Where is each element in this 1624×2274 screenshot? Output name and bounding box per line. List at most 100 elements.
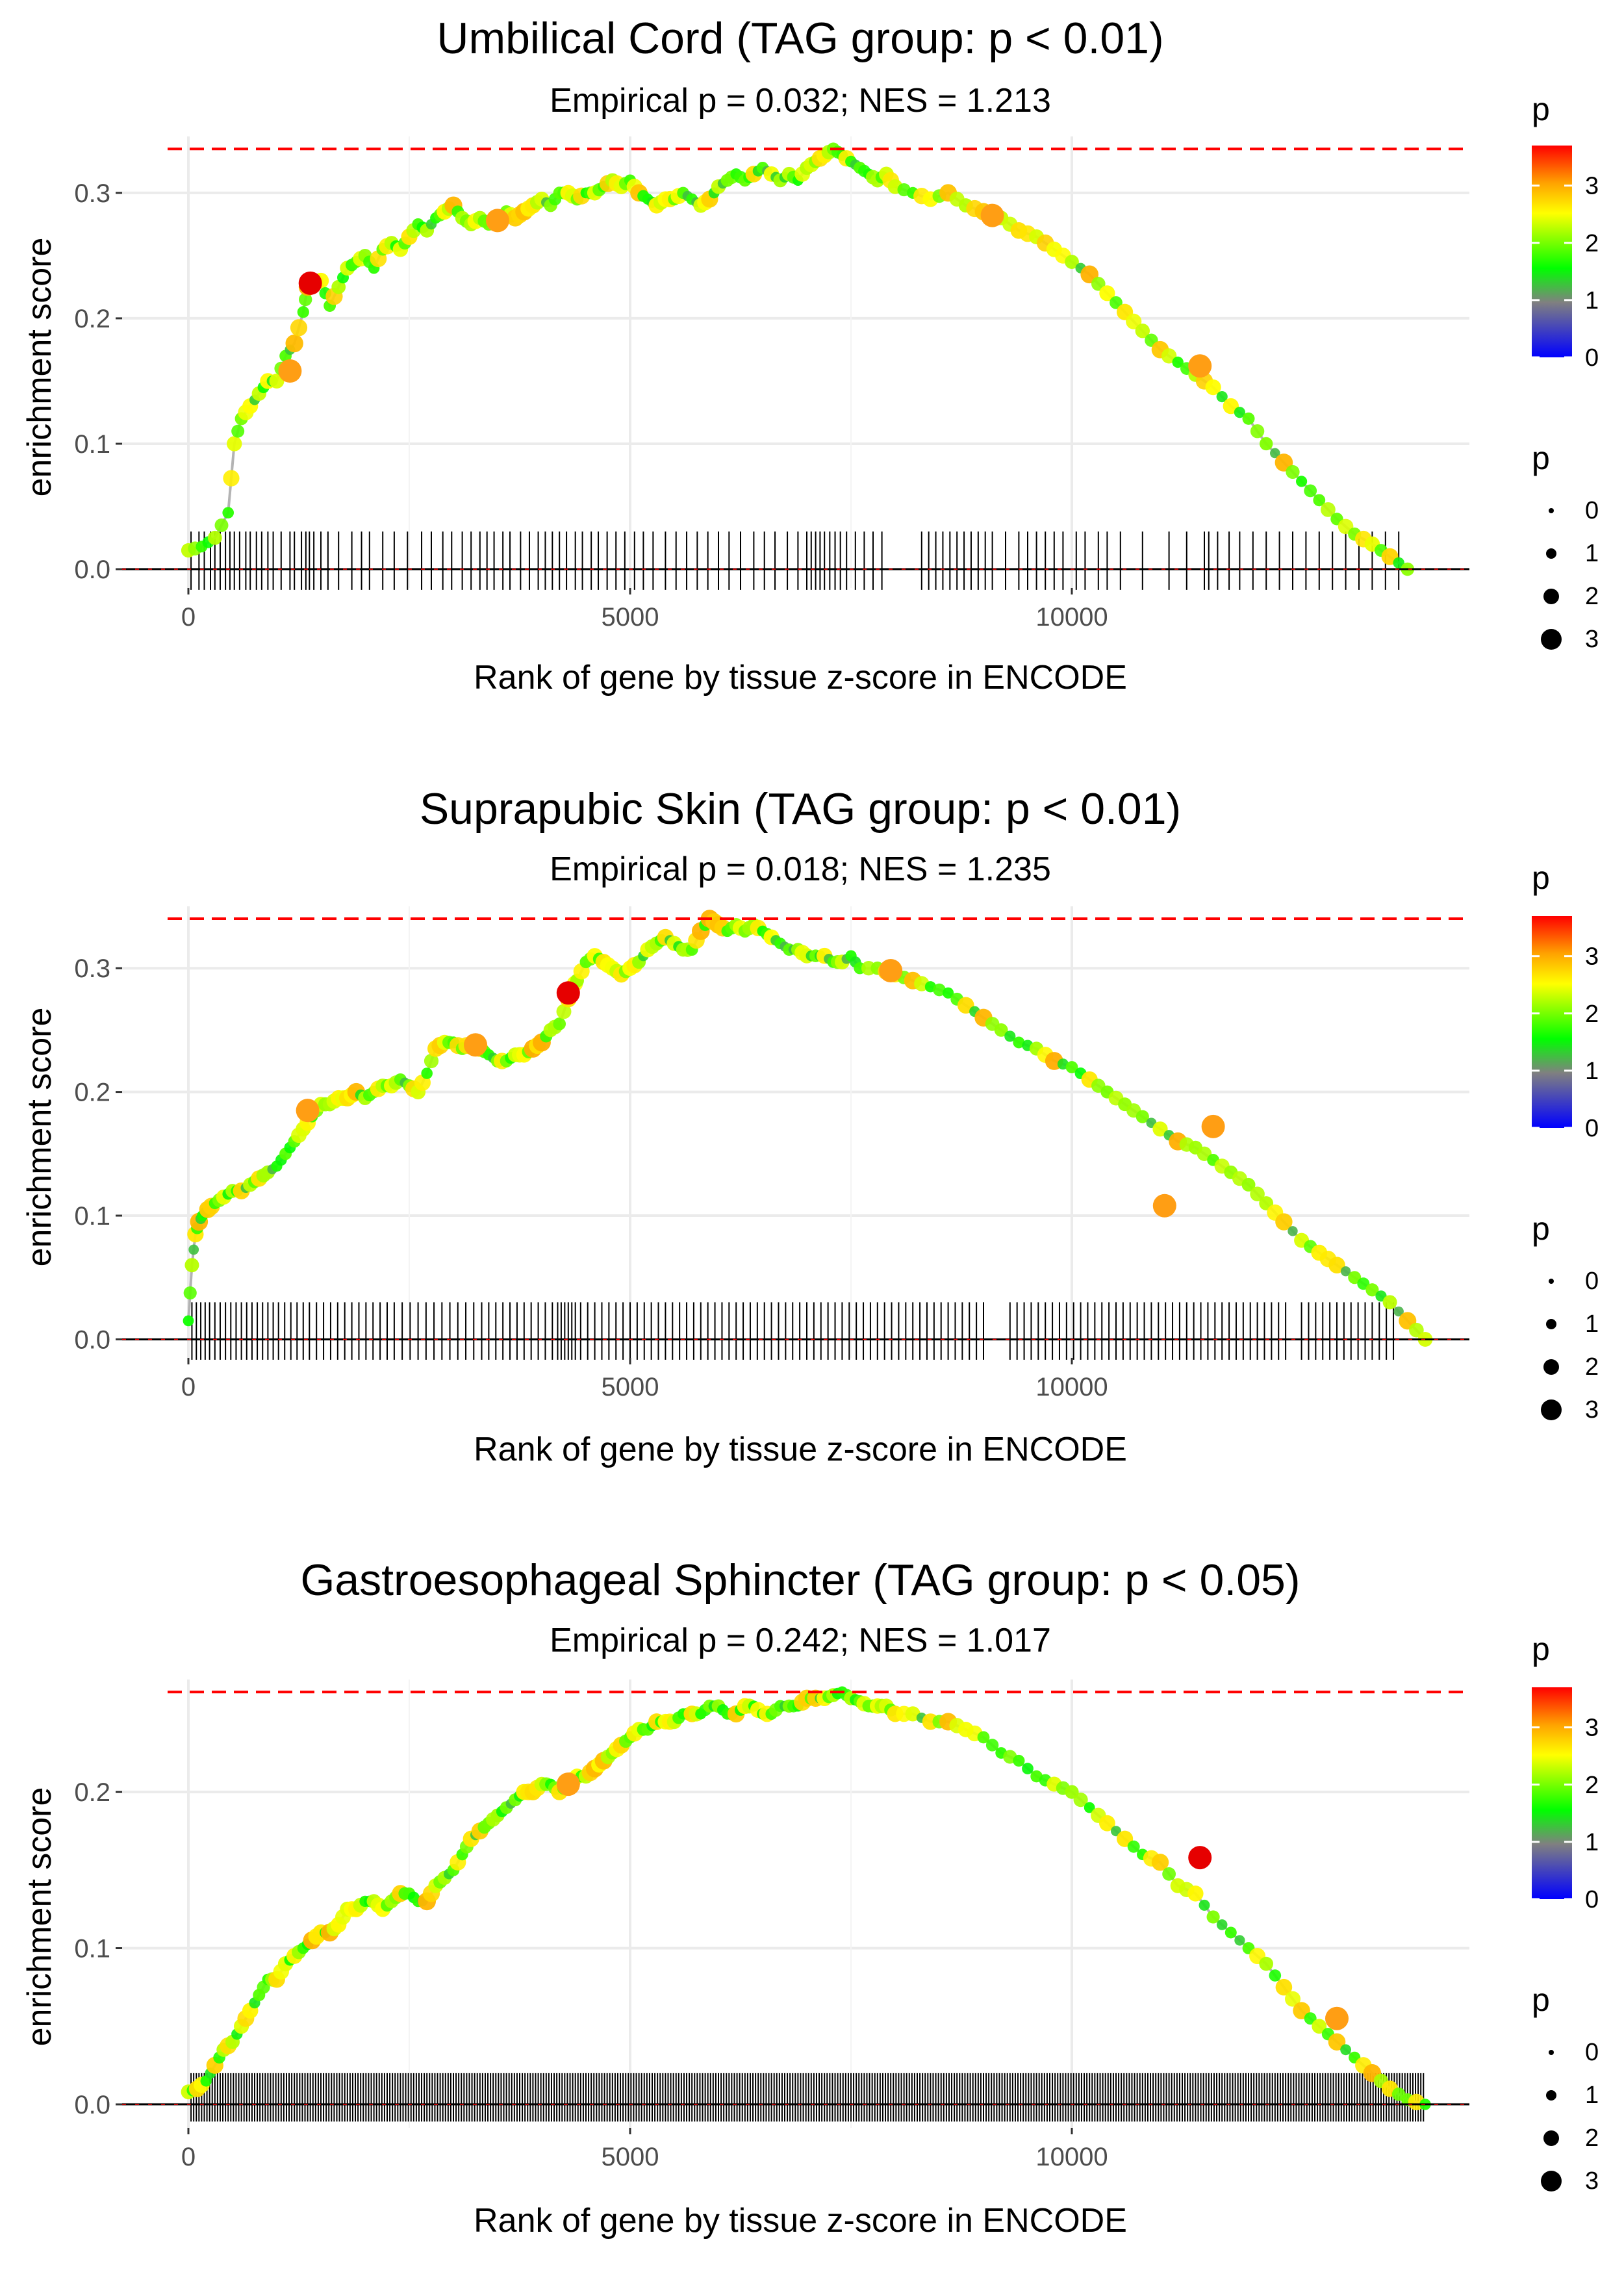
- gene-point: [1216, 390, 1228, 403]
- panel-2-size-legend-items: 0 1 2 3: [1541, 1268, 1599, 1424]
- gene-point: [1296, 476, 1308, 487]
- gene-point: [1205, 379, 1221, 396]
- x-tick-label: 10000: [1035, 603, 1108, 632]
- panel-1-reference-lines: [122, 147, 1469, 570]
- gene-point: [1099, 285, 1115, 301]
- gene-point: [1275, 1978, 1293, 1996]
- gene-point: [1224, 1926, 1237, 1939]
- size-legend-dot: [1543, 1359, 1559, 1375]
- size-legend-label: 0: [1585, 1268, 1599, 1295]
- gene-point: [296, 1099, 320, 1123]
- gene-point: [1073, 1793, 1088, 1808]
- gene-point: [1304, 2012, 1317, 2025]
- gene-point: [1216, 1919, 1228, 1930]
- gene-point: [1188, 354, 1212, 378]
- gene-point: [1286, 465, 1300, 479]
- panel-1-color-legend: p 3 2 1 0: [1532, 91, 1599, 372]
- gene-point: [977, 1731, 990, 1744]
- size-legend-dot: [1543, 2130, 1559, 2146]
- gene-point: [299, 292, 312, 307]
- panel-2-gridlines: [122, 906, 1469, 1358]
- gene-point: [1234, 407, 1245, 418]
- size-legend-label: 2: [1585, 583, 1599, 610]
- colorbar-label: 2: [1585, 1772, 1599, 1799]
- colorbar-label: 2: [1585, 230, 1599, 257]
- gene-point: [222, 507, 235, 518]
- panel-2-hit-ticks: [191, 1302, 1395, 1360]
- gene-point: [1328, 1257, 1345, 1273]
- panel-2-colorbar: [1532, 916, 1572, 1128]
- gene-point: [1393, 1306, 1404, 1317]
- gene-point: [1250, 424, 1265, 439]
- gene-point: [556, 1004, 572, 1019]
- gene-point: [1328, 2033, 1346, 2051]
- size-legend-dot: [1549, 2050, 1554, 2055]
- panel-1-size-legend: p 0 1 2 3: [1532, 440, 1599, 653]
- gene-point: [1135, 324, 1150, 339]
- gene-point: [184, 1258, 199, 1273]
- size-legend-label: 1: [1585, 540, 1599, 567]
- panel-1-x-axis-title: Rank of gene by tissue z-score in ENCODE: [474, 659, 1127, 696]
- size-legend-label: 1: [1585, 1310, 1599, 1338]
- size-legend-dot: [1543, 589, 1559, 604]
- gene-point: [1151, 1854, 1169, 1871]
- gene-point: [1321, 502, 1336, 517]
- panel-3-hit-ticks: [190, 2073, 1425, 2122]
- panel-3-size-legend-items: 0 1 2 3: [1541, 2039, 1599, 2195]
- panel-3-colorbar: [1532, 1687, 1572, 1899]
- size-legend-dot: [1546, 1319, 1556, 1329]
- size-legend-label: 1: [1585, 2082, 1599, 2109]
- gene-point: [278, 359, 302, 383]
- x-tick-label: 5000: [602, 603, 659, 632]
- gene-point: [1065, 1061, 1078, 1073]
- colorbar-label: 3: [1585, 943, 1599, 971]
- y-tick-label: 0.1: [74, 1202, 110, 1231]
- top-gene-point: [1188, 1846, 1212, 1870]
- gene-point: [556, 1772, 580, 1796]
- panel-2-reference-lines: [122, 917, 1469, 1340]
- panel-3-colorbar-ticks: 3 2 1 0: [1532, 1715, 1599, 1913]
- y-tick-label: 0.0: [74, 556, 110, 584]
- gene-point: [1285, 1991, 1300, 2007]
- panel-1-subtitle: Empirical p = 0.032; NES = 1.213: [550, 82, 1051, 120]
- gene-point: [297, 306, 309, 318]
- panel-1-hit-ticks: [190, 531, 1400, 590]
- gene-point: [231, 424, 245, 438]
- panel-1-size-legend-title: p: [1532, 440, 1550, 476]
- gene-point: [1152, 1194, 1176, 1218]
- size-legend-label: 3: [1585, 2167, 1599, 2195]
- panel-2-size-legend: p 0 1 2 3: [1532, 1210, 1599, 1424]
- gene-point: [1313, 494, 1326, 507]
- gene-point: [1172, 356, 1184, 368]
- panel-3-x-axis: 0 5000 10000: [181, 2128, 1108, 2171]
- x-tick-label: 5000: [602, 1373, 659, 1401]
- panel-1-y-axis: 0.0 0.1 0.2 0.3: [74, 179, 122, 584]
- gene-point: [1250, 1186, 1265, 1202]
- gene-point: [1091, 277, 1106, 291]
- panel-3: Gastroesophageal Sphincter (TAG group: p…: [21, 1555, 1599, 2240]
- panel-1-title: Umbilical Cord (TAG group: p < 0.01): [437, 14, 1163, 63]
- gene-point: [1365, 1283, 1379, 1297]
- gene-point: [1348, 1271, 1362, 1284]
- gene-point: [1259, 1956, 1273, 1971]
- panel-2-size-legend-title: p: [1532, 1210, 1550, 1247]
- panel-3-size-legend-title: p: [1532, 1982, 1550, 2018]
- panel-2-color-legend-title: p: [1532, 860, 1550, 896]
- gene-point: [464, 1033, 487, 1057]
- panel-1-y-axis-title: enrichment score: [21, 238, 58, 497]
- y-tick-label: 0.0: [74, 1325, 110, 1354]
- y-tick-label: 0.0: [74, 2091, 110, 2119]
- gene-point: [994, 1023, 1008, 1037]
- gene-point: [1340, 1266, 1351, 1277]
- size-legend-dot: [1549, 508, 1554, 513]
- gene-point: [1206, 1910, 1220, 1924]
- panel-2-colorbar-ticks: 3 2 1 0: [1532, 943, 1599, 1142]
- panel-3-subtitle: Empirical p = 0.242; NES = 1.017: [550, 1622, 1051, 1659]
- panel-2-title: Suprapubic Skin (TAG group: p < 0.01): [420, 784, 1181, 834]
- gene-point: [1325, 2006, 1349, 2030]
- panel-1-gene-points: [181, 142, 1415, 576]
- panel-3-title: Gastroesophageal Sphincter (TAG group: p…: [300, 1555, 1300, 1605]
- panel-1-gridlines: [122, 136, 1469, 588]
- panel-1: Umbilical Cord (TAG group: p < 0.01) Emp…: [21, 14, 1599, 696]
- gene-point: [1084, 1802, 1095, 1813]
